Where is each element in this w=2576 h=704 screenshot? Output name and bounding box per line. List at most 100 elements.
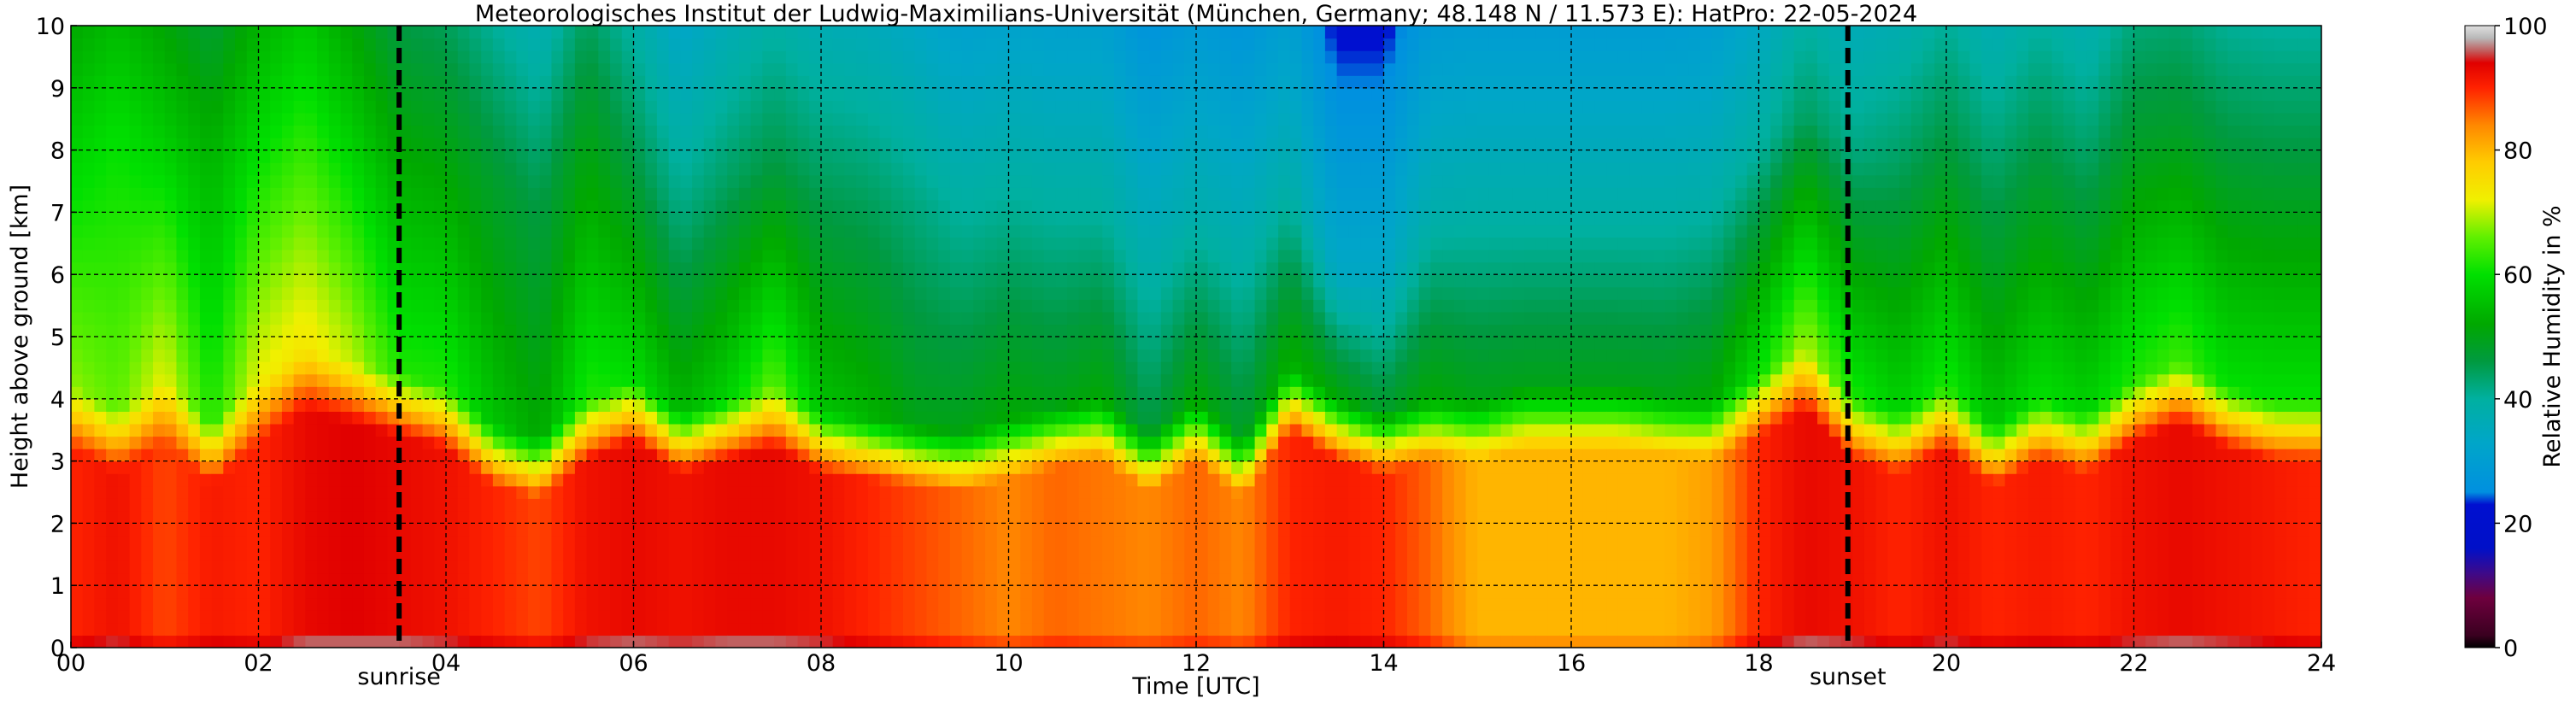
heatmap-cell	[1184, 436, 1197, 449]
heatmap-cell	[281, 324, 295, 337]
heatmap-cell	[1184, 610, 1197, 624]
heatmap-cell	[539, 498, 553, 512]
heatmap-cell	[164, 411, 178, 425]
heatmap-cell	[71, 261, 84, 275]
heatmap-cell	[656, 597, 670, 611]
heatmap-cell	[949, 150, 963, 163]
heatmap-cell	[891, 485, 904, 499]
heatmap-cell	[844, 622, 857, 637]
heatmap-cell	[1196, 112, 1209, 126]
heatmap-cell	[703, 274, 717, 288]
heatmap-cell	[82, 548, 96, 561]
heatmap-cell	[914, 112, 928, 126]
heatmap-cell	[528, 337, 541, 350]
heatmap-cell	[645, 411, 658, 425]
heatmap-cell	[563, 87, 576, 101]
heatmap-cell	[1113, 585, 1127, 599]
heatmap-cell	[785, 622, 799, 637]
heatmap-cell	[1078, 311, 1092, 326]
heatmap-cell	[328, 361, 342, 375]
heatmap-cell	[82, 261, 96, 275]
heatmap-cell	[621, 373, 635, 387]
heatmap-cell	[1008, 498, 1021, 512]
heatmap-cell	[821, 572, 834, 586]
heatmap-cell	[656, 38, 670, 51]
heatmap-cell	[551, 349, 564, 362]
heatmap-cell	[481, 87, 494, 101]
heatmap-cell	[574, 535, 588, 549]
heatmap-cell	[844, 38, 857, 51]
heatmap-cell	[750, 224, 764, 238]
heatmap-cell	[785, 635, 799, 648]
heatmap-cell	[328, 324, 342, 337]
heatmap-cell	[106, 150, 119, 163]
heatmap-cell	[1102, 548, 1115, 561]
heatmap-cell	[879, 610, 892, 624]
heatmap-cell	[481, 249, 494, 263]
heatmap-cell	[1137, 261, 1150, 275]
heatmap-cell	[715, 324, 728, 337]
heatmap-cell	[94, 261, 107, 275]
heatmap-cell	[211, 449, 224, 462]
heatmap-cell	[141, 510, 154, 524]
heatmap-cell	[1055, 26, 1068, 39]
heatmap-cell	[856, 324, 869, 337]
heatmap-cell	[1184, 286, 1197, 300]
heatmap-cell	[117, 510, 131, 524]
heatmap-cell	[668, 585, 681, 599]
heatmap-cell	[504, 535, 517, 549]
heatmap-cell	[270, 212, 283, 226]
heatmap-cell	[164, 361, 178, 375]
heatmap-cell	[117, 560, 131, 574]
heatmap-cell	[434, 249, 447, 263]
heatmap-cell	[1149, 386, 1162, 400]
heatmap-cell	[1102, 199, 1115, 213]
heatmap-cell	[1160, 174, 1174, 188]
heatmap-cell	[633, 87, 646, 101]
heatmap-cell	[141, 26, 154, 39]
heatmap-cell	[469, 38, 482, 51]
heatmap-cell	[832, 274, 846, 288]
heatmap-cell	[926, 361, 939, 375]
heatmap-cell	[1231, 461, 1244, 474]
heatmap-cell	[973, 87, 986, 101]
heatmap-cell	[738, 473, 752, 487]
heatmap-cell	[891, 112, 904, 126]
heatmap-cell	[738, 187, 752, 201]
heatmap-cell	[610, 585, 623, 599]
heatmap-cell	[1102, 174, 1115, 188]
heatmap-cell	[199, 498, 213, 512]
heatmap-cell	[1102, 485, 1115, 499]
heatmap-cell	[106, 485, 119, 499]
heatmap-cell	[879, 498, 892, 512]
heatmap-cell	[1196, 299, 1209, 313]
heatmap-cell	[188, 423, 201, 437]
heatmap-cell	[340, 75, 353, 89]
heatmap-cell	[938, 449, 951, 462]
heatmap-cell	[785, 212, 799, 226]
heatmap-cell	[996, 138, 1010, 151]
heatmap-cell	[211, 635, 224, 648]
heatmap-cell	[715, 199, 728, 213]
heatmap-cell	[703, 572, 717, 586]
heatmap-cell	[985, 548, 998, 561]
heatmap-cell	[481, 311, 494, 326]
heatmap-cell	[551, 112, 564, 126]
heatmap-cell	[223, 187, 236, 201]
heatmap-cell	[1090, 324, 1103, 337]
heatmap-cell	[727, 237, 740, 250]
heatmap-cell	[164, 299, 178, 313]
heatmap-cell	[176, 199, 189, 213]
heatmap-cell	[1078, 50, 1092, 64]
heatmap-cell	[1102, 75, 1115, 89]
heatmap-cell	[481, 572, 494, 586]
heatmap-cell	[117, 38, 131, 51]
heatmap-cell	[844, 299, 857, 313]
heatmap-cell	[809, 449, 822, 462]
heatmap-cell	[281, 349, 295, 362]
heatmap-cell	[317, 398, 330, 412]
heatmap-cell	[891, 373, 904, 387]
heatmap-cell	[692, 299, 705, 313]
heatmap-cell	[891, 62, 904, 76]
heatmap-cell	[1031, 26, 1045, 39]
